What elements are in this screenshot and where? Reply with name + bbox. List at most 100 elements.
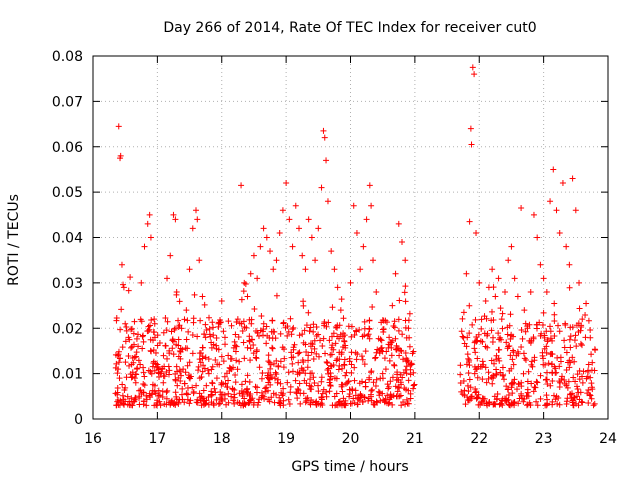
data-point	[479, 338, 486, 345]
data-point	[119, 392, 126, 399]
data-point	[505, 257, 512, 264]
data-point	[479, 358, 486, 365]
data-point	[112, 364, 119, 371]
data-point	[503, 339, 510, 346]
data-point	[384, 392, 391, 399]
data-point	[231, 338, 238, 345]
data-point	[209, 391, 216, 398]
data-point	[305, 216, 312, 223]
data-point	[563, 400, 570, 407]
data-point	[381, 398, 388, 405]
data-point	[372, 383, 379, 390]
data-point	[114, 352, 121, 359]
data-point	[460, 377, 467, 384]
data-point	[399, 331, 406, 338]
data-point	[132, 394, 139, 401]
data-point	[303, 349, 310, 356]
data-point	[578, 342, 585, 349]
data-point	[127, 326, 134, 333]
data-point	[223, 384, 230, 391]
data-point	[269, 345, 276, 352]
data-point	[141, 243, 148, 250]
data-point	[164, 318, 171, 325]
data-point	[143, 392, 150, 399]
data-point	[518, 327, 525, 334]
data-point	[162, 342, 169, 349]
data-point	[403, 363, 410, 370]
data-point	[303, 397, 310, 404]
data-point	[117, 152, 124, 159]
data-point	[146, 390, 153, 397]
data-point	[184, 385, 191, 391]
data-point	[243, 324, 250, 331]
data-point	[402, 401, 409, 408]
data-point	[341, 338, 348, 345]
data-point	[125, 352, 132, 359]
data-point	[540, 355, 547, 362]
data-point	[327, 382, 334, 389]
data-point	[115, 123, 122, 130]
data-point	[148, 317, 155, 324]
data-point	[292, 202, 299, 209]
data-point	[463, 361, 470, 368]
data-point	[505, 391, 512, 398]
data-point	[342, 397, 349, 404]
data-point	[588, 395, 595, 402]
data-point	[510, 333, 517, 340]
data-point	[140, 398, 147, 405]
data-point	[522, 328, 529, 335]
data-point	[131, 318, 138, 325]
data-point	[409, 350, 416, 357]
data-point	[547, 328, 554, 335]
data-point	[285, 369, 292, 376]
data-point	[275, 362, 282, 369]
data-point	[303, 322, 310, 329]
data-point	[164, 275, 171, 282]
data-point	[493, 366, 500, 373]
data-point	[176, 298, 183, 305]
data-point	[528, 361, 535, 368]
data-point	[197, 359, 204, 366]
data-point	[469, 321, 476, 328]
data-point	[571, 358, 578, 365]
data-point	[244, 372, 251, 379]
data-point	[507, 402, 514, 409]
data-point	[518, 392, 525, 399]
data-point	[260, 332, 266, 339]
data-point	[405, 400, 412, 407]
data-point	[385, 383, 392, 390]
data-point	[482, 298, 489, 305]
data-point	[168, 328, 175, 335]
data-point	[574, 371, 581, 378]
data-point	[515, 350, 522, 357]
data-point	[296, 332, 303, 339]
data-point	[162, 314, 169, 321]
data-point	[310, 328, 317, 335]
data-point	[566, 364, 573, 371]
data-point	[254, 384, 261, 391]
data-point	[492, 293, 499, 300]
data-point	[588, 380, 595, 387]
data-point	[387, 378, 394, 385]
data-point	[280, 385, 287, 392]
data-point	[186, 400, 193, 407]
data-point	[139, 333, 146, 340]
data-point	[509, 356, 516, 363]
data-point	[565, 378, 572, 385]
data-point	[491, 400, 498, 407]
data-point	[140, 380, 147, 387]
data-point	[178, 325, 185, 332]
data-point	[143, 402, 150, 409]
data-point	[160, 379, 167, 386]
data-point	[466, 362, 473, 369]
data-point	[291, 341, 298, 348]
data-point	[403, 396, 410, 403]
data-point	[510, 379, 517, 386]
data-point	[551, 318, 558, 325]
data-point	[131, 375, 138, 382]
data-point	[164, 387, 171, 394]
data-point	[339, 388, 346, 395]
data-point	[233, 319, 240, 326]
data-point	[320, 335, 327, 342]
data-point	[193, 399, 200, 406]
